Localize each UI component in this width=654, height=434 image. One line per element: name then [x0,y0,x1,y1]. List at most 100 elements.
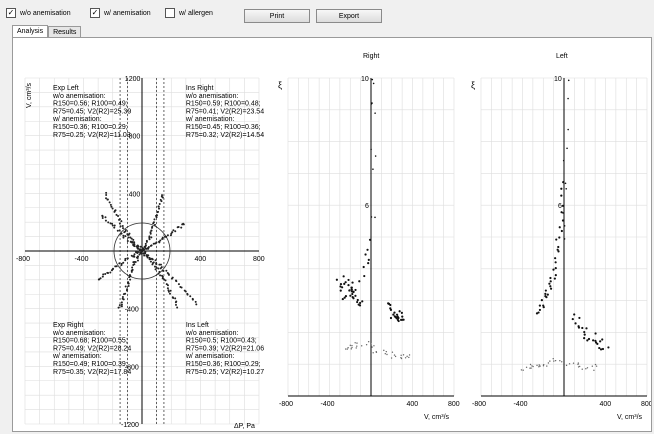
data-point [356,342,358,344]
data-point [561,361,563,363]
data-point [368,238,372,241]
data-point [131,240,134,243]
data-point [599,348,603,351]
data-point [107,221,110,224]
checkbox-box[interactable]: ✓ [90,8,100,18]
data-point [365,344,368,346]
data-point [118,229,121,232]
annotation-exp-left: R75=0.25; V2(R2)=11.03 [53,132,131,139]
data-point [120,220,123,223]
data-point [577,362,580,364]
checkbox-wo-anemisation[interactable]: ✓ w/o anemisation [6,8,71,18]
data-point [390,357,393,359]
y-axis-label: ξ [278,80,282,90]
print-button[interactable]: Print [244,9,310,23]
data-point [389,316,393,320]
data-point [522,369,524,371]
export-button[interactable]: Export [316,9,382,23]
data-point [383,349,385,352]
annotation-ins-left: R150=0.36; R100=0.29; [186,361,261,368]
data-point [348,289,351,292]
data-point [127,285,130,288]
data-point [347,347,349,349]
data-point [587,337,591,341]
data-point [109,203,112,206]
data-point [157,272,160,275]
data-point [160,266,163,269]
checkbox-w-anemisation[interactable]: ✓ w/ anemisation [90,8,151,18]
data-point [540,299,543,302]
data-point [124,235,127,238]
data-point [101,217,104,220]
data-point [563,238,566,240]
data-point [351,281,354,284]
annotation-exp-left: w/o anemisation: [52,93,106,100]
data-point [124,230,127,233]
data-point [408,356,410,359]
tab-results[interactable]: Results [48,26,82,37]
data-point [124,285,127,288]
data-point [599,340,602,343]
data-point [375,351,377,353]
data-point [561,219,565,222]
data-point [406,355,408,358]
annotation-ins-left: w/o anemisation: [185,330,239,337]
data-point [159,274,162,277]
data-point [145,254,148,257]
x-axis-label: V, cm³/s [617,414,643,421]
data-point [129,236,132,239]
data-point [538,366,540,368]
data-point [563,225,566,227]
tab-analysis[interactable]: Analysis [12,25,49,37]
data-point [356,345,358,347]
data-point [147,246,150,249]
data-point [359,301,362,305]
data-point [555,238,558,241]
annotation-ins-right: R150=0.45; R100=0.36; [186,124,261,131]
data-point [105,197,108,200]
data-point [592,339,595,342]
data-point [549,287,553,290]
data-point [191,298,194,301]
data-point [170,277,173,280]
data-point [354,288,357,292]
annotation-exp-right: R150=0.68; R100=0.55; [53,338,128,345]
x-axis-label: ΔP, Pa [234,423,255,430]
data-point [174,230,177,233]
data-point [102,273,105,276]
data-point [408,354,411,356]
data-point [542,365,545,367]
x-tick-label: 800 [448,401,460,408]
data-point [585,327,588,330]
plots-canvas: -800 -400 400 800 1200 800 400 -400 -800 -1200 ΔP,… [16,53,653,430]
data-point [174,303,177,306]
y-tick-label: 6 [365,203,369,210]
data-point [116,229,119,232]
data-point [115,213,118,216]
data-point [370,216,373,218]
checkbox-box[interactable] [165,8,175,18]
data-point [578,365,581,368]
data-point [139,248,142,251]
data-point [574,322,577,325]
annotation-ins-left: Ins Left [186,322,209,329]
data-point [158,263,161,266]
data-point [594,332,597,335]
data-point [154,268,157,271]
data-point [559,360,561,362]
y-tick-label: -800 [125,364,139,371]
data-point [367,262,370,265]
data-point [195,303,198,306]
data-point [167,273,170,276]
data-point [113,226,116,229]
data-point [397,316,400,320]
checkbox-box[interactable]: ✓ [6,8,16,18]
data-point [557,245,560,249]
checkbox-w-allergen[interactable]: w/ allergen [165,8,213,18]
data-point [577,366,580,368]
y-tick-label: 6 [558,203,562,210]
data-point [557,250,560,253]
data-point [165,235,168,238]
data-point [346,348,348,350]
data-point [155,263,158,266]
